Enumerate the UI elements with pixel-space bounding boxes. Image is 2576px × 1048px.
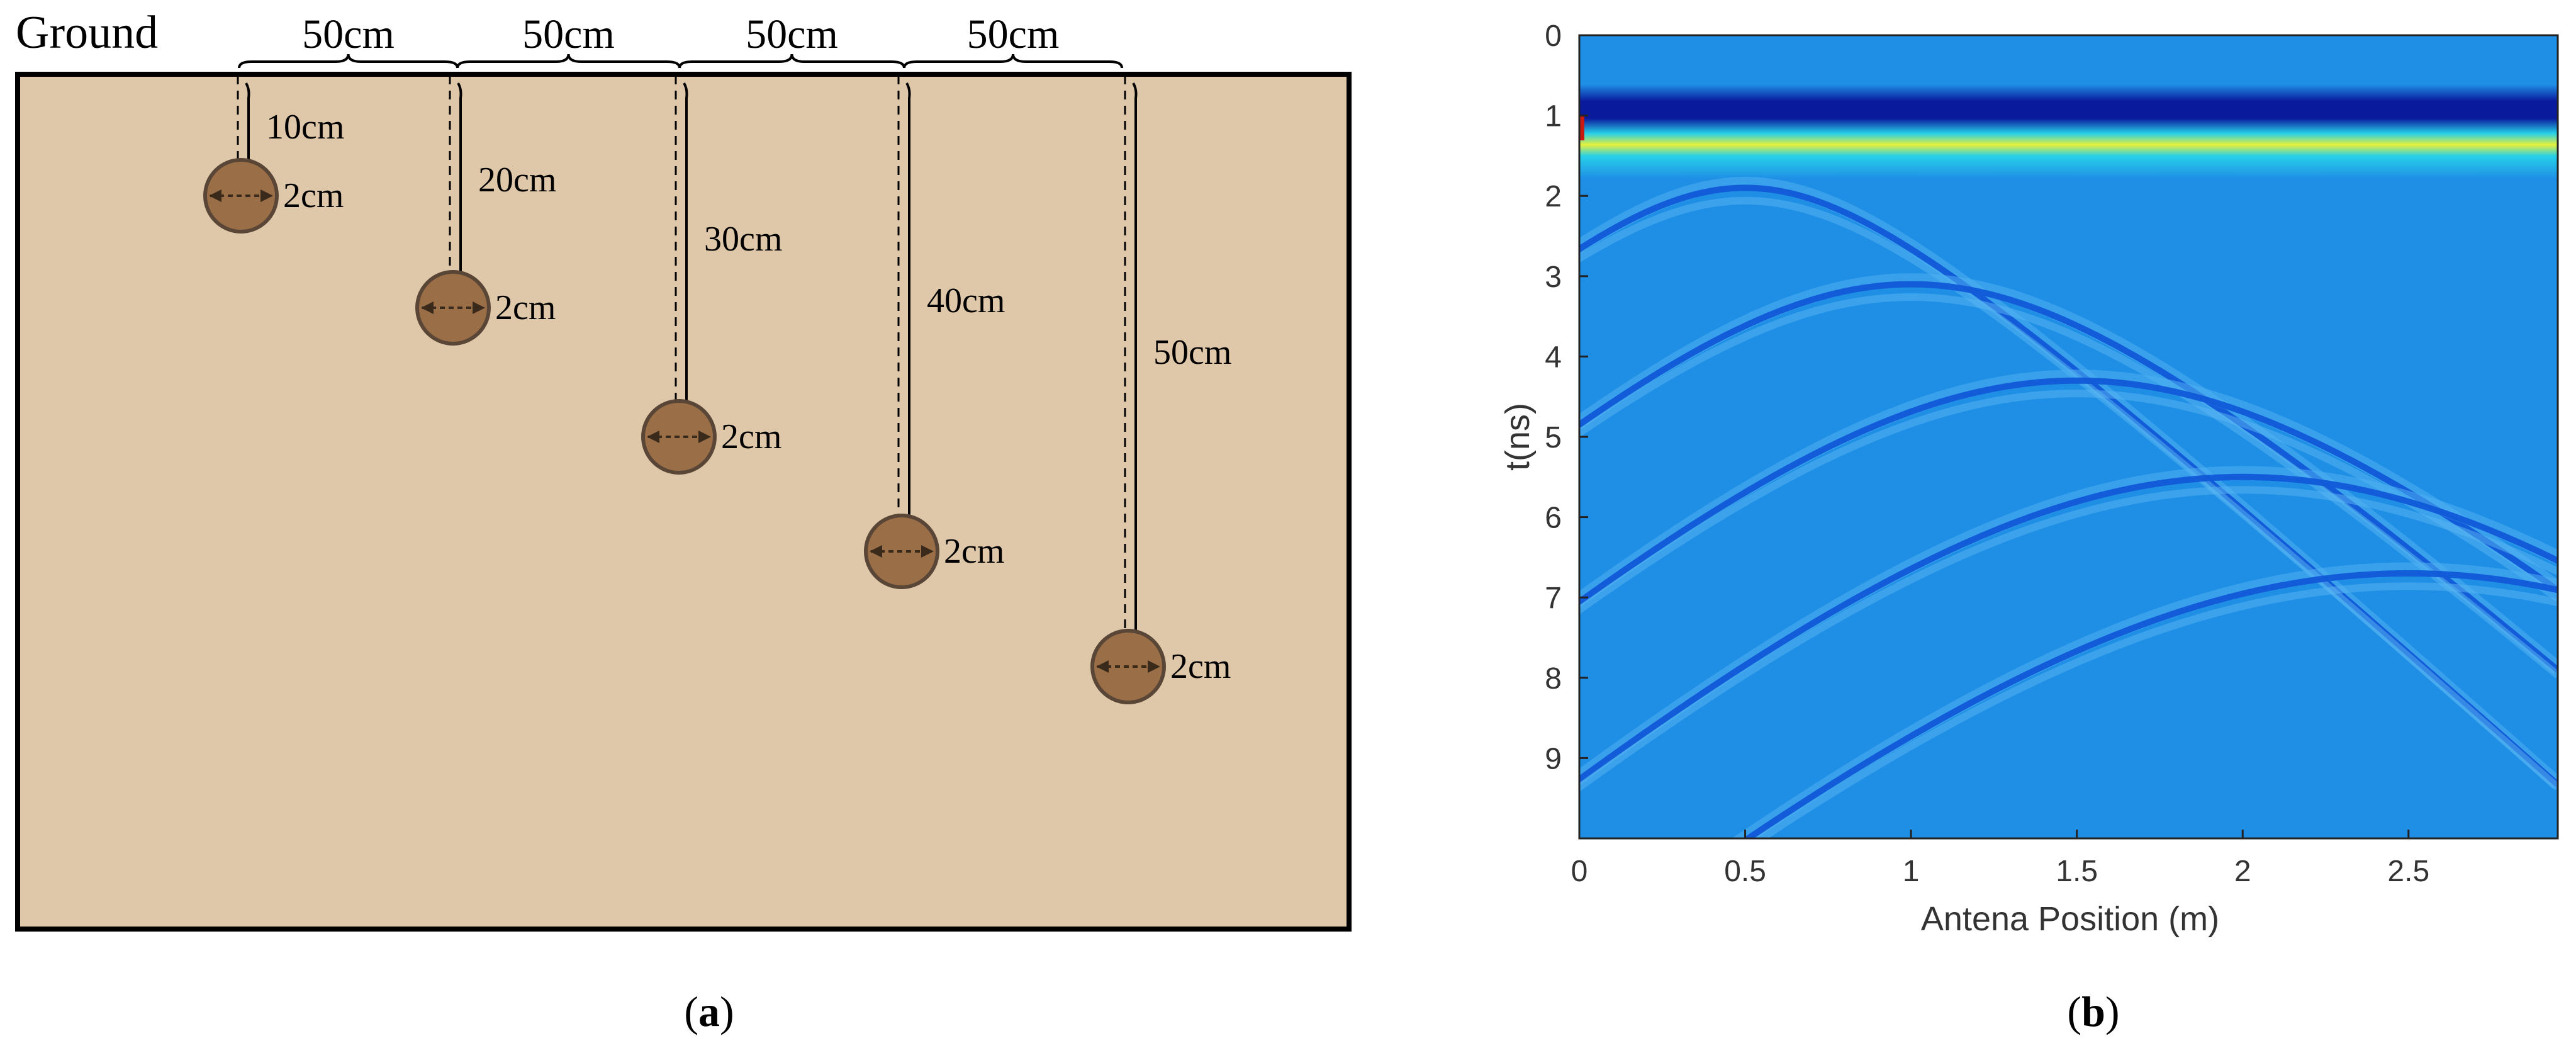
y-tick-label: 3 (1545, 261, 1562, 294)
y-tick-label: 0 (1545, 20, 1562, 53)
hyperbola-trace (1579, 293, 2558, 679)
ground-label: Ground (16, 7, 158, 59)
hyperbola-trace (1579, 377, 2558, 606)
y-tick-label: 1 (1545, 100, 1562, 133)
x-tick-label: 0.5 (1724, 855, 1766, 888)
spacing-brace (678, 54, 905, 69)
spacing-braces: 50cm 50cm 50cm 50cm (238, 11, 1123, 69)
y-tick-label: 2 (1545, 180, 1562, 213)
hyperbola-trace (1579, 486, 2558, 792)
y-axis-label: t(ns) (1499, 403, 1537, 471)
y-tick-label: 6 (1545, 502, 1562, 535)
diameter-label: 2cm (944, 532, 1004, 571)
spacing-label: 50cm (746, 11, 838, 57)
depth-label: 40cm (927, 281, 1005, 320)
x-tick-label: 1.5 (2056, 855, 2098, 888)
hyperbola-trace (1754, 582, 2558, 838)
spacing-brace (238, 54, 459, 69)
hyperbola-trace (1579, 196, 2558, 791)
depth-label: 30cm (704, 220, 782, 259)
diameter-label: 2cm (283, 176, 344, 215)
panel-a-diagram: Ground 50cm 50cm 50cm 50cm 10cm 2cm 20cm 2cm 30… (15, 7, 1352, 1035)
y-tick-label: 4 (1545, 341, 1562, 374)
x-tick-label: 2 (2234, 855, 2251, 888)
x-tick-label: 1 (1903, 855, 1920, 888)
direct-wave-edge-red (1579, 115, 1584, 140)
hyperbola-trace (1579, 473, 2558, 784)
hyperbola-trace (1579, 281, 2558, 673)
spacing-label: 50cm (302, 11, 395, 57)
panel-b-radargram: 0 1 2 3 4 5 6 7 8 9 0 0.5 1 1.5 2 2.5 t(ns) Antena Pos… (1499, 20, 2559, 1035)
buried-targets: 10cm 2cm 20cm 2cm 30cm 2cm 40cm 2cm 50cm 2cm (203, 76, 1231, 704)
spacing-brace (903, 54, 1123, 69)
hyperbola-trace (1732, 562, 2558, 838)
y-tick-label: 9 (1545, 742, 1562, 775)
depth-label: 50cm (1153, 333, 1231, 372)
x-axis-label: Antena Position (m) (1921, 900, 2219, 938)
diameter-label: 2cm (721, 417, 781, 456)
y-tick-label: 5 (1545, 421, 1562, 454)
caption-a: (a) (684, 988, 734, 1035)
diameter-label: 2cm (1170, 647, 1231, 686)
depth-label: 20cm (478, 161, 556, 200)
spacing-label: 50cm (967, 11, 1060, 57)
x-axis-ticks: 0 0.5 1 1.5 2 2.5 (1571, 830, 2429, 888)
y-axis-ticks: 0 1 2 3 4 5 6 7 8 9 (1545, 20, 1588, 775)
x-tick-label: 0 (1571, 855, 1588, 888)
y-tick-label: 7 (1545, 582, 1562, 615)
direct-wave-band (1579, 84, 2558, 179)
depth-label: 10cm (266, 108, 344, 147)
caption-b: (b) (2067, 988, 2119, 1035)
spacing-brace (456, 54, 681, 69)
hyperbola-trace (1742, 570, 2558, 838)
x-tick-label: 2.5 (2387, 855, 2429, 888)
y-tick-label: 8 (1545, 662, 1562, 696)
diameter-label: 2cm (495, 288, 556, 327)
spacing-label: 50cm (522, 11, 615, 57)
hyperbola-traces (1579, 177, 2558, 838)
